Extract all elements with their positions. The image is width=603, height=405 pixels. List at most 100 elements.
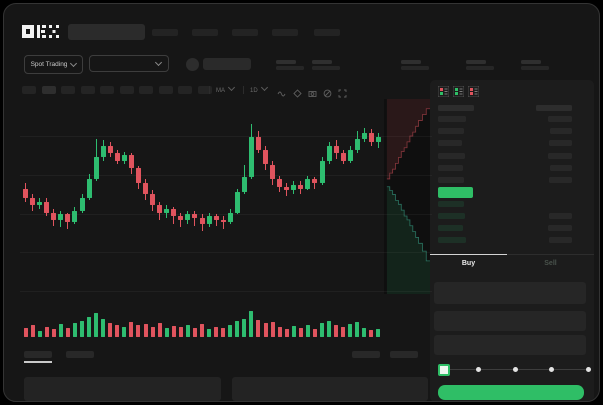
chart-gridline bbox=[20, 175, 432, 176]
ask-row-amount bbox=[549, 140, 572, 146]
timeframe-button[interactable] bbox=[178, 86, 192, 94]
slider-stop-dot[interactable] bbox=[512, 367, 518, 372]
bottom-tab[interactable] bbox=[66, 351, 94, 358]
bottom-action-button[interactable] bbox=[390, 351, 418, 358]
candle bbox=[30, 197, 36, 206]
ticker-stat bbox=[401, 60, 431, 71]
ask-row-price[interactable] bbox=[438, 153, 465, 159]
volume-bar bbox=[277, 327, 282, 337]
volume-bar bbox=[87, 317, 92, 337]
volume-bar bbox=[235, 321, 240, 337]
nav-item[interactable] bbox=[192, 29, 218, 36]
ask-row-price[interactable] bbox=[438, 177, 464, 183]
candle bbox=[23, 188, 29, 198]
interval-dropdown[interactable]: 1D bbox=[250, 83, 268, 94]
slider-stop-dot[interactable] bbox=[549, 367, 554, 372]
search-input[interactable] bbox=[68, 24, 145, 40]
candle bbox=[375, 136, 381, 143]
bids-only-icon[interactable] bbox=[452, 84, 465, 98]
camera-icon[interactable] bbox=[308, 85, 317, 97]
buy-submit-button[interactable] bbox=[438, 385, 584, 400]
pair-selector-dropdown[interactable] bbox=[89, 55, 169, 72]
timeframe-button[interactable] bbox=[41, 86, 56, 94]
volume-bar bbox=[37, 331, 42, 337]
nav-item[interactable] bbox=[152, 29, 178, 36]
stat-label-placeholder bbox=[466, 60, 486, 64]
volume-bar bbox=[369, 330, 374, 337]
bid-row-price[interactable] bbox=[438, 201, 464, 207]
eraser-icon[interactable] bbox=[293, 85, 302, 98]
timeframe-button[interactable] bbox=[119, 86, 134, 94]
candle bbox=[171, 208, 177, 217]
volume-bar bbox=[129, 322, 134, 337]
combined-book-icon[interactable] bbox=[437, 84, 450, 98]
amount-slider-handle[interactable] bbox=[438, 364, 450, 376]
timeframe-button[interactable] bbox=[158, 86, 173, 94]
stat-value-placeholder bbox=[466, 66, 494, 70]
timeframe-button[interactable] bbox=[100, 86, 114, 94]
market-type-label: Spot Trading bbox=[30, 61, 68, 68]
tab-buy[interactable]: Buy bbox=[461, 260, 476, 267]
slider-stop-dot[interactable] bbox=[476, 367, 481, 372]
candle-wick bbox=[222, 216, 224, 230]
order-form-field[interactable] bbox=[434, 311, 586, 331]
market-type-dropdown[interactable]: Spot Trading bbox=[24, 55, 83, 74]
timeframe-button[interactable] bbox=[22, 86, 36, 94]
ticker-stat bbox=[466, 60, 496, 71]
chart-gridline bbox=[20, 136, 432, 137]
volume-bar bbox=[65, 328, 70, 337]
volume-bar bbox=[305, 325, 310, 337]
candle bbox=[270, 164, 276, 180]
ask-row-price[interactable] bbox=[438, 140, 462, 146]
timeframe-button[interactable] bbox=[139, 86, 153, 94]
depth-chart bbox=[384, 99, 432, 294]
ask-row-price[interactable] bbox=[438, 165, 463, 171]
candle-wick bbox=[215, 214, 217, 226]
indicator-dropdown[interactable]: MA bbox=[216, 83, 236, 94]
wave-icon[interactable] bbox=[277, 85, 286, 97]
candle bbox=[51, 212, 57, 220]
candle bbox=[312, 179, 318, 183]
bid-row-price[interactable] bbox=[438, 237, 466, 243]
stat-value-placeholder bbox=[521, 66, 549, 70]
order-form-field[interactable] bbox=[434, 335, 586, 355]
ticker-stat bbox=[276, 60, 306, 71]
slider-stop-dot[interactable] bbox=[585, 367, 591, 372]
candle-wick bbox=[314, 177, 316, 189]
asks-only-icon[interactable] bbox=[467, 84, 480, 98]
candle bbox=[347, 149, 353, 161]
candle bbox=[298, 184, 304, 189]
chart-gridline bbox=[20, 291, 432, 292]
ask-row-price[interactable] bbox=[438, 116, 466, 122]
volume-bar bbox=[72, 323, 77, 337]
nav-item[interactable] bbox=[314, 29, 340, 36]
orderbook-last-price[interactable] bbox=[438, 187, 473, 198]
bottom-action-button[interactable] bbox=[352, 351, 380, 358]
ask-row-amount bbox=[548, 116, 572, 122]
timeframe-button[interactable] bbox=[61, 86, 75, 94]
volume-bar bbox=[242, 319, 247, 337]
fullscreen-icon[interactable] bbox=[338, 85, 347, 98]
bid-row-price[interactable] bbox=[438, 213, 465, 219]
stat-label-placeholder bbox=[312, 60, 332, 64]
candle bbox=[227, 212, 233, 222]
ticker-stat bbox=[312, 60, 342, 71]
chevron-down-icon bbox=[70, 59, 78, 68]
timeframe-button[interactable] bbox=[80, 86, 95, 94]
bottom-tab[interactable] bbox=[24, 351, 52, 358]
app-window: Spot Trading Buy Sell MA 1D bbox=[3, 3, 600, 402]
candle bbox=[326, 146, 332, 161]
timeframe-button[interactable] bbox=[197, 86, 212, 94]
active-tab-underline bbox=[24, 361, 52, 363]
ask-row-price[interactable] bbox=[438, 128, 464, 134]
tab-sell[interactable]: Sell bbox=[544, 260, 557, 267]
settings-icon[interactable] bbox=[323, 85, 332, 98]
order-form-field[interactable] bbox=[434, 282, 586, 304]
okx-logo bbox=[22, 25, 59, 38]
nav-item[interactable] bbox=[232, 29, 258, 36]
candle bbox=[368, 133, 374, 143]
volume-bar bbox=[80, 321, 84, 337]
bid-row-price[interactable] bbox=[438, 225, 463, 231]
ask-row-amount bbox=[550, 128, 572, 134]
nav-item[interactable] bbox=[272, 29, 298, 36]
